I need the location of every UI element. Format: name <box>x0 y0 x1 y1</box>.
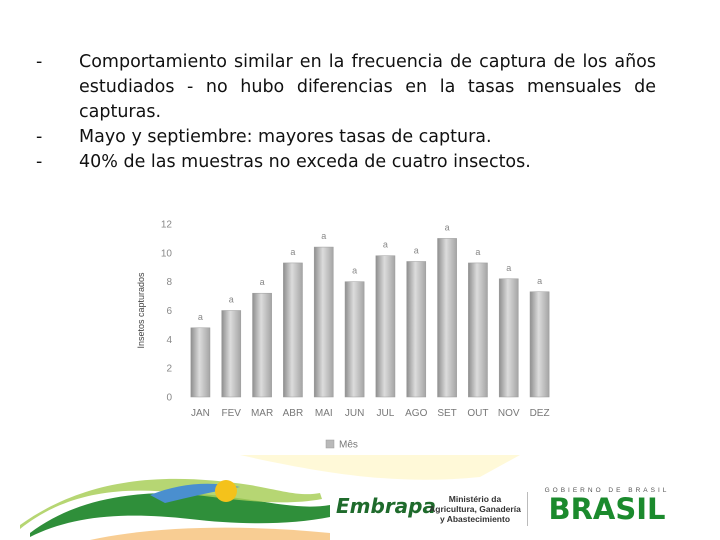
x-tick-label: MAI <box>315 408 333 419</box>
x-tick-labels: JAN FEV MAR ABR MAI JUN JUL AGO SET OUT NOV DEZ <box>191 408 550 419</box>
embrapa-logo: Embrapa <box>336 494 436 518</box>
x-tick-label: OUT <box>467 408 488 419</box>
y-axis-title: Insetos capturados <box>136 272 146 349</box>
bar-data-label: a <box>414 245 419 255</box>
bar-data-label: a <box>383 240 388 250</box>
bullet-item: - Mayo y septiembre: mayores tasas de cap… <box>36 125 656 150</box>
bullet-marker: - <box>36 127 43 147</box>
bar <box>406 261 427 398</box>
bar-data-label: a <box>198 312 203 322</box>
bar-data-label: a <box>506 263 511 273</box>
brasil-logo: BRASIL <box>548 492 666 526</box>
x-tick-label: MAR <box>251 408 273 419</box>
bar <box>375 255 396 398</box>
bars <box>190 238 550 398</box>
bar <box>498 278 519 398</box>
y-axis-title-group: Insetos capturados <box>136 272 146 349</box>
x-tick-label: SET <box>437 408 456 419</box>
bullet-item: - 40% de las muestras no exceda de cuatro… <box>36 150 656 175</box>
gobierno-label: GOBIERNO DE BRASIL <box>544 487 670 494</box>
bar <box>283 262 303 398</box>
x-tick-label: JUL <box>377 408 395 419</box>
ministerio-logo-text: Ministério da Agricultura, Ganadería y A… <box>425 494 525 524</box>
bar-data-label: a <box>475 247 480 257</box>
footer-divider <box>527 492 528 526</box>
bar <box>252 292 272 398</box>
footer-light-swoosh <box>20 478 322 529</box>
x-tick-label: FEV <box>222 408 242 419</box>
y-tick-labels: 0 2 4 6 8 10 12 <box>161 220 173 404</box>
footer-green-swoosh <box>30 493 330 537</box>
x-tick-label: JUN <box>345 408 364 419</box>
y-tick-label: 6 <box>166 306 172 317</box>
bullet-text: 40% de las muestras no exceda de cuatro … <box>79 152 531 172</box>
footer-yellow-fade <box>240 455 520 480</box>
bar-data-label: a <box>352 266 357 276</box>
bar-data-label: a <box>260 277 265 287</box>
ministerio-line: Ministério da <box>448 494 502 504</box>
legend-swatch <box>325 439 335 449</box>
bar <box>221 310 242 398</box>
sun-icon <box>215 480 237 502</box>
bar <box>468 262 488 398</box>
ministerio-line: y Abastecimiento <box>439 514 511 524</box>
bullet-list: - Comportamiento similar en la frecuencia… <box>36 50 656 175</box>
x-tick-label: DEZ <box>530 408 550 419</box>
legend-label: Mês <box>339 440 358 451</box>
bar <box>344 281 365 398</box>
bar-data-label: a <box>229 295 234 305</box>
bar-data-label: a <box>290 247 295 257</box>
x-tick-label: JAN <box>191 408 210 419</box>
bullet-marker: - <box>36 152 43 172</box>
bar-data-label: a <box>445 222 450 232</box>
bar <box>529 291 550 398</box>
y-tick-label: 0 <box>166 393 172 404</box>
y-tick-label: 8 <box>166 277 172 288</box>
footer-orange-fade <box>90 527 330 540</box>
ministerio-line: Agricultura, Ganadería <box>429 504 521 514</box>
bar <box>313 246 334 398</box>
bar <box>437 238 457 398</box>
legend: Mês <box>325 439 358 451</box>
bullet-item: - Comportamiento similar en la frecuencia… <box>36 50 656 125</box>
bar <box>190 327 211 398</box>
bullet-marker: - <box>36 52 43 72</box>
bar-data-labels: a a a a a a a a a a a a <box>198 222 542 321</box>
y-tick-label: 4 <box>166 335 172 346</box>
bullet-text: Mayo y septiembre: mayores tasas de capt… <box>79 127 492 147</box>
bar-data-label: a <box>321 231 326 241</box>
bar-data-label: a <box>537 276 542 286</box>
x-tick-label: ABR <box>283 408 304 419</box>
x-tick-label: NOV <box>498 408 520 419</box>
y-tick-label: 2 <box>166 364 172 375</box>
x-tick-label: AGO <box>405 408 427 419</box>
y-tick-label: 12 <box>161 220 173 231</box>
y-tick-label: 10 <box>161 248 173 259</box>
bullet-text: Comportamiento similar en la frecuencia … <box>79 52 656 122</box>
footer-decoration <box>20 455 520 540</box>
